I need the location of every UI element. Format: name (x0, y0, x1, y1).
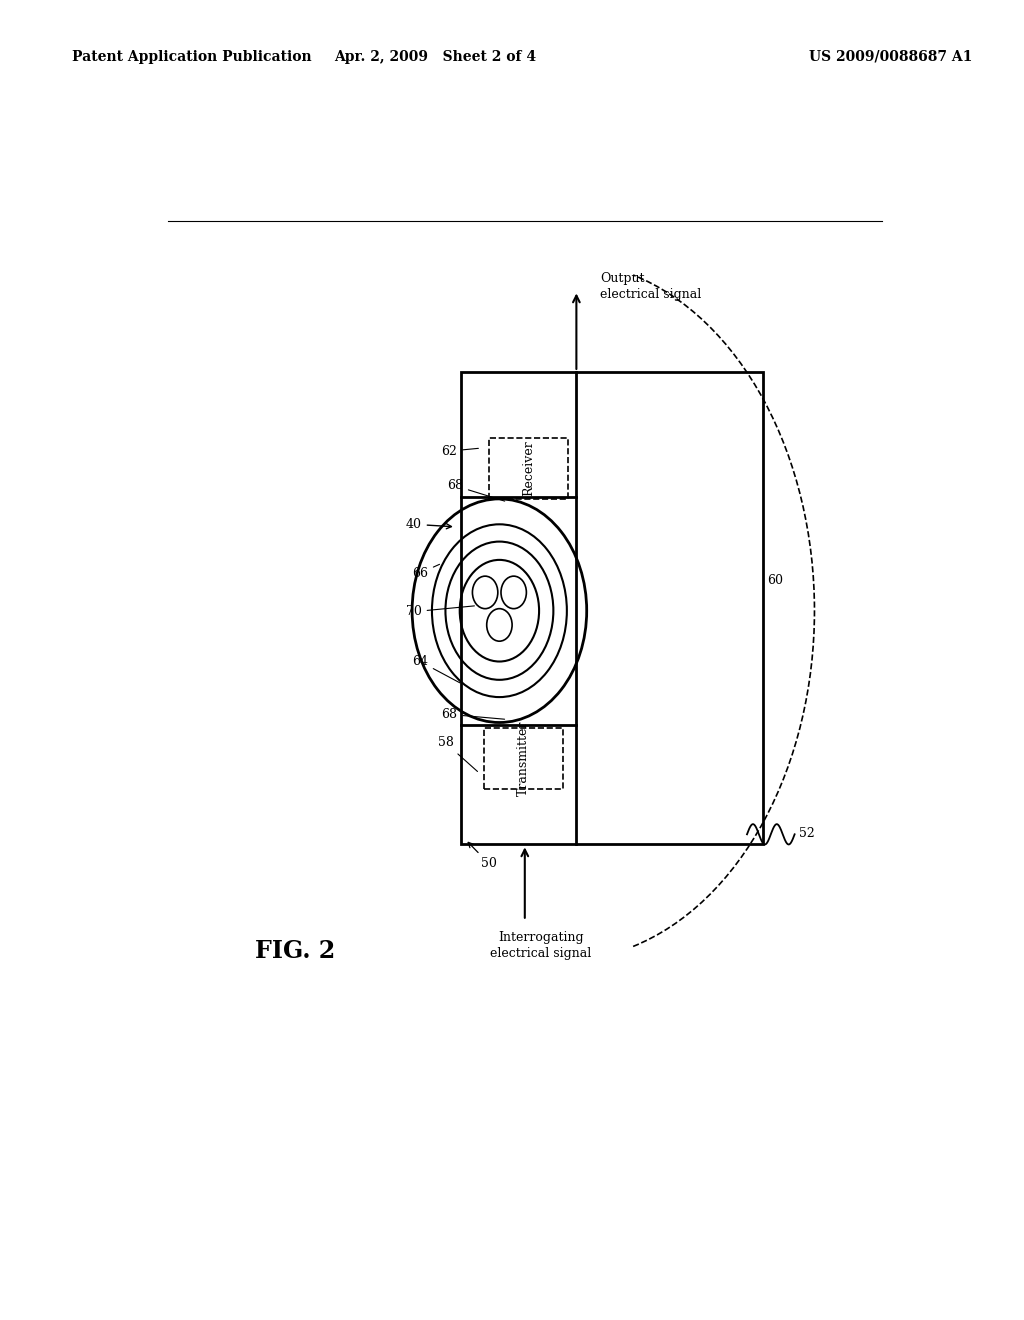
Bar (489, 438, 568, 499)
Circle shape (501, 576, 526, 609)
Text: Patent Application Publication: Patent Application Publication (72, 50, 311, 63)
Text: Output
electrical signal: Output electrical signal (600, 272, 701, 301)
Text: 68: 68 (446, 479, 505, 502)
Circle shape (486, 609, 512, 642)
Text: 64: 64 (412, 655, 460, 682)
Text: 58: 58 (437, 737, 477, 771)
Text: 52: 52 (799, 828, 814, 841)
Text: 66: 66 (412, 565, 439, 579)
Text: Receiver: Receiver (522, 441, 536, 496)
Bar (483, 727, 563, 788)
Text: 40: 40 (406, 517, 452, 531)
Text: 50: 50 (468, 842, 497, 870)
Text: Interrogating
electrical signal: Interrogating electrical signal (490, 931, 591, 960)
Bar (461, 372, 763, 845)
Text: FIG. 2: FIG. 2 (255, 940, 335, 964)
Text: 68: 68 (441, 708, 505, 721)
Text: Transmitter: Transmitter (517, 721, 529, 796)
Text: US 2009/0088687 A1: US 2009/0088687 A1 (809, 50, 973, 63)
Circle shape (472, 576, 498, 609)
Text: Apr. 2, 2009   Sheet 2 of 4: Apr. 2, 2009 Sheet 2 of 4 (334, 50, 537, 63)
Text: 70: 70 (406, 605, 474, 618)
Text: 60: 60 (767, 574, 783, 586)
Text: 62: 62 (441, 445, 478, 458)
